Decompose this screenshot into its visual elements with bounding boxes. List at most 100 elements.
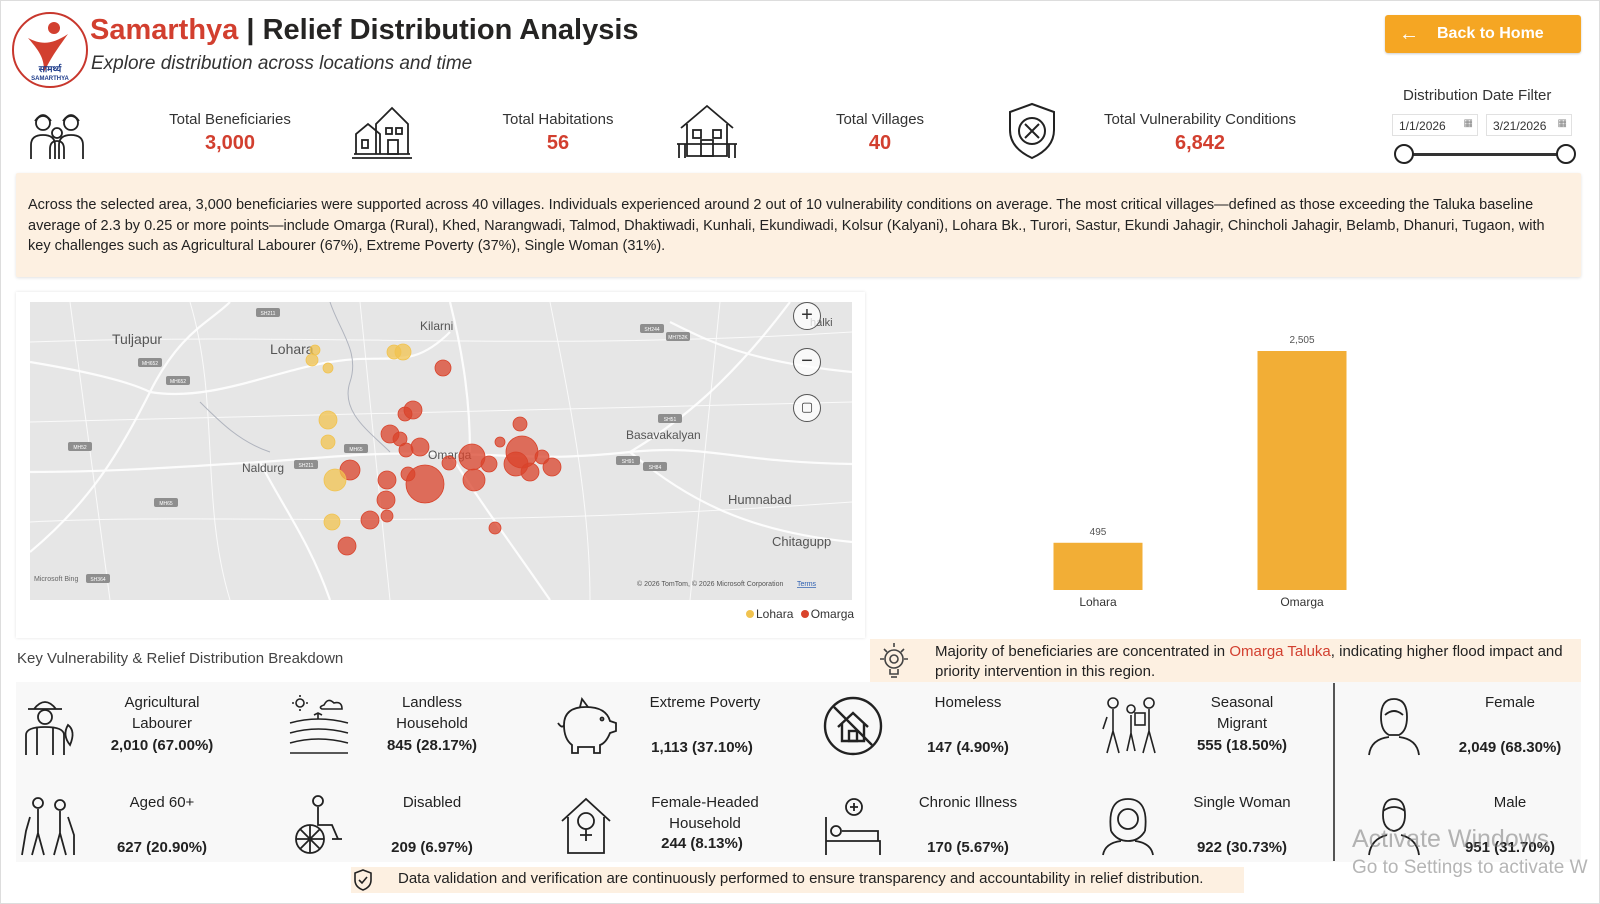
road-shield: MH65 xyxy=(154,498,178,507)
omarga-village-bubble[interactable] xyxy=(542,457,562,477)
zoom-in-button[interactable]: + xyxy=(793,302,821,330)
category-label: Omarga xyxy=(1280,595,1324,609)
date-end-input[interactable]: 3/21/2026 ▦ xyxy=(1486,114,1572,136)
breakdown-value: 555 (18.50%) xyxy=(1196,737,1288,754)
omarga-village-bubble[interactable] xyxy=(520,462,540,482)
breakdown-value: 951 (31.70%) xyxy=(1464,839,1556,856)
beneficiaries-by-taluka-chart: 495 Lohara 2,505 Omarga xyxy=(1053,335,1347,609)
grid-divider xyxy=(1333,683,1335,861)
svg-text:SH244: SH244 xyxy=(644,327,660,333)
omarga-village-bubble[interactable] xyxy=(488,521,502,535)
calendar-icon[interactable]: ▦ xyxy=(1463,118,1473,129)
omarga-village-bubble[interactable] xyxy=(494,436,506,448)
omarga-village-bubble[interactable] xyxy=(380,509,394,523)
omarga-village-bubble[interactable] xyxy=(377,470,397,490)
distribution-map[interactable]: Tuljapur Lohara Kilarni Basavakalyan Naldurg… xyxy=(30,302,852,600)
date-slider-start-handle[interactable] xyxy=(1394,144,1414,164)
brand-name: Samarthya xyxy=(90,14,239,46)
map-place-label: Basavakalyan xyxy=(626,428,701,442)
svg-text:SAMARTHYA: SAMARTHYA xyxy=(31,76,69,82)
date-slider-end-handle[interactable] xyxy=(1556,144,1576,164)
lohara-village-bubble[interactable] xyxy=(318,410,338,430)
man-icon xyxy=(1368,798,1420,856)
svg-text:MH652: MH652 xyxy=(142,361,158,367)
bing-logo: Microsoft Bing xyxy=(34,576,78,583)
svg-text:SH364: SH364 xyxy=(90,577,106,583)
insight-banner: Majority of beneficiaries are concentrat… xyxy=(870,639,1581,683)
back-to-home-button[interactable]: ← Back to Home xyxy=(1385,15,1581,53)
lohara-village-bubble[interactable] xyxy=(322,362,334,374)
calendar-icon[interactable]: ▦ xyxy=(1557,118,1567,129)
svg-text:MH65: MH65 xyxy=(159,501,173,507)
legend-omarga-swatch xyxy=(800,610,809,618)
omarga-village-bubble[interactable] xyxy=(410,437,430,457)
omarga-village-bubble[interactable] xyxy=(337,536,357,556)
lohara-village-bubble[interactable] xyxy=(320,434,336,450)
summary-narrative: Across the selected area, 3,000 benefici… xyxy=(16,173,1581,277)
omarga-village-bubble[interactable] xyxy=(462,468,486,492)
kpi-value: 56 xyxy=(546,132,570,154)
omarga-village-bubble[interactable] xyxy=(512,416,528,432)
lohara-village-bubble[interactable] xyxy=(323,468,347,492)
date-end-value: 3/21/2026 xyxy=(1493,119,1547,133)
lohara-village-bubble[interactable] xyxy=(309,344,321,356)
svg-text:MH652: MH652 xyxy=(170,379,186,385)
breakdown-value: 209 (6.97%) xyxy=(391,839,473,856)
omarga-village-bubble[interactable] xyxy=(403,400,423,420)
shield-x-icon xyxy=(1009,102,1055,160)
date-slider-track[interactable] xyxy=(1404,153,1566,156)
omarga-village-bubble[interactable] xyxy=(434,359,452,377)
title-separator: | xyxy=(246,14,255,46)
woman-headscarf-icon xyxy=(1102,798,1154,856)
map-place-label: Chitagupp xyxy=(772,534,831,549)
lightbulb-icon xyxy=(880,643,908,678)
insight-text-part: Majority of beneficiaries are concentrat… xyxy=(935,643,1230,660)
breakdown-label: Female xyxy=(1484,694,1536,711)
map-attribution: © 2026 TomTom, © 2026 Microsoft Corporat… xyxy=(637,580,783,588)
omarga-village-bubble[interactable] xyxy=(376,490,396,510)
lohara-village-bubble[interactable] xyxy=(394,343,412,361)
legend-omarga-label: Omarga xyxy=(810,607,855,621)
breakdown-label: Agricultural Labourer xyxy=(124,694,200,732)
breakdown-label: Chronic Illness xyxy=(918,794,1018,811)
legend-lohara-label: Lohara xyxy=(756,607,794,621)
breakdown-label: Homeless xyxy=(934,694,1002,711)
omarga-village-bubble[interactable] xyxy=(480,455,498,473)
breakdown-value: 2,049 (68.30%) xyxy=(1458,739,1562,756)
road-shield: SH51 xyxy=(658,414,682,423)
omarga-village-bubble[interactable] xyxy=(360,510,380,530)
kpi-total-vulnerability-conditions: Total Vulnerability Conditions 6,842 xyxy=(1090,111,1310,155)
zoom-out-button[interactable]: − xyxy=(793,348,821,376)
breakdown-label: Landless Household xyxy=(396,694,468,732)
select-tool-button[interactable]: ▢ xyxy=(793,394,821,422)
validation-footer: Data validation and verification are con… xyxy=(351,867,1244,893)
back-button-label: Back to Home xyxy=(1437,25,1544,42)
breakdown-value: 2,010 (67.00%) xyxy=(110,737,214,754)
breakdown-grid xyxy=(16,682,1581,862)
kpi-value: 3,000 xyxy=(204,132,256,154)
bar-lohara[interactable] xyxy=(1053,542,1143,590)
omarga-village-bubble[interactable] xyxy=(398,442,414,458)
title-text: Relief Distribution Analysis xyxy=(262,14,639,46)
omarga-village-bubble[interactable] xyxy=(441,455,457,471)
svg-text:SH211: SH211 xyxy=(299,463,314,469)
omarga-village-bubble[interactable] xyxy=(405,464,445,504)
lohara-village-bubble[interactable] xyxy=(305,353,319,367)
page-title: Samarthya | Relief Distribution Analysis xyxy=(90,14,639,47)
bar-omarga[interactable] xyxy=(1257,351,1347,590)
road-shield: MH752K xyxy=(666,332,690,341)
bar-data-label: 495 xyxy=(1090,527,1107,538)
houses-icon xyxy=(352,106,412,159)
road-shield: SH244 xyxy=(640,324,664,333)
kpi-value: 6,842 xyxy=(1174,132,1226,154)
map-terms-link[interactable]: Terms xyxy=(797,581,817,588)
breakdown-label: Female-Headed Household xyxy=(651,794,759,832)
lohara-village-bubble[interactable] xyxy=(323,513,341,531)
road-shield: SH211 xyxy=(294,460,318,469)
road-shield: MH65 xyxy=(344,444,368,453)
svg-text:SH211: SH211 xyxy=(261,311,276,317)
date-start-input[interactable]: 1/1/2026 ▦ xyxy=(1392,114,1478,136)
hospital-bed-icon xyxy=(825,798,881,855)
family-icon xyxy=(30,114,84,159)
